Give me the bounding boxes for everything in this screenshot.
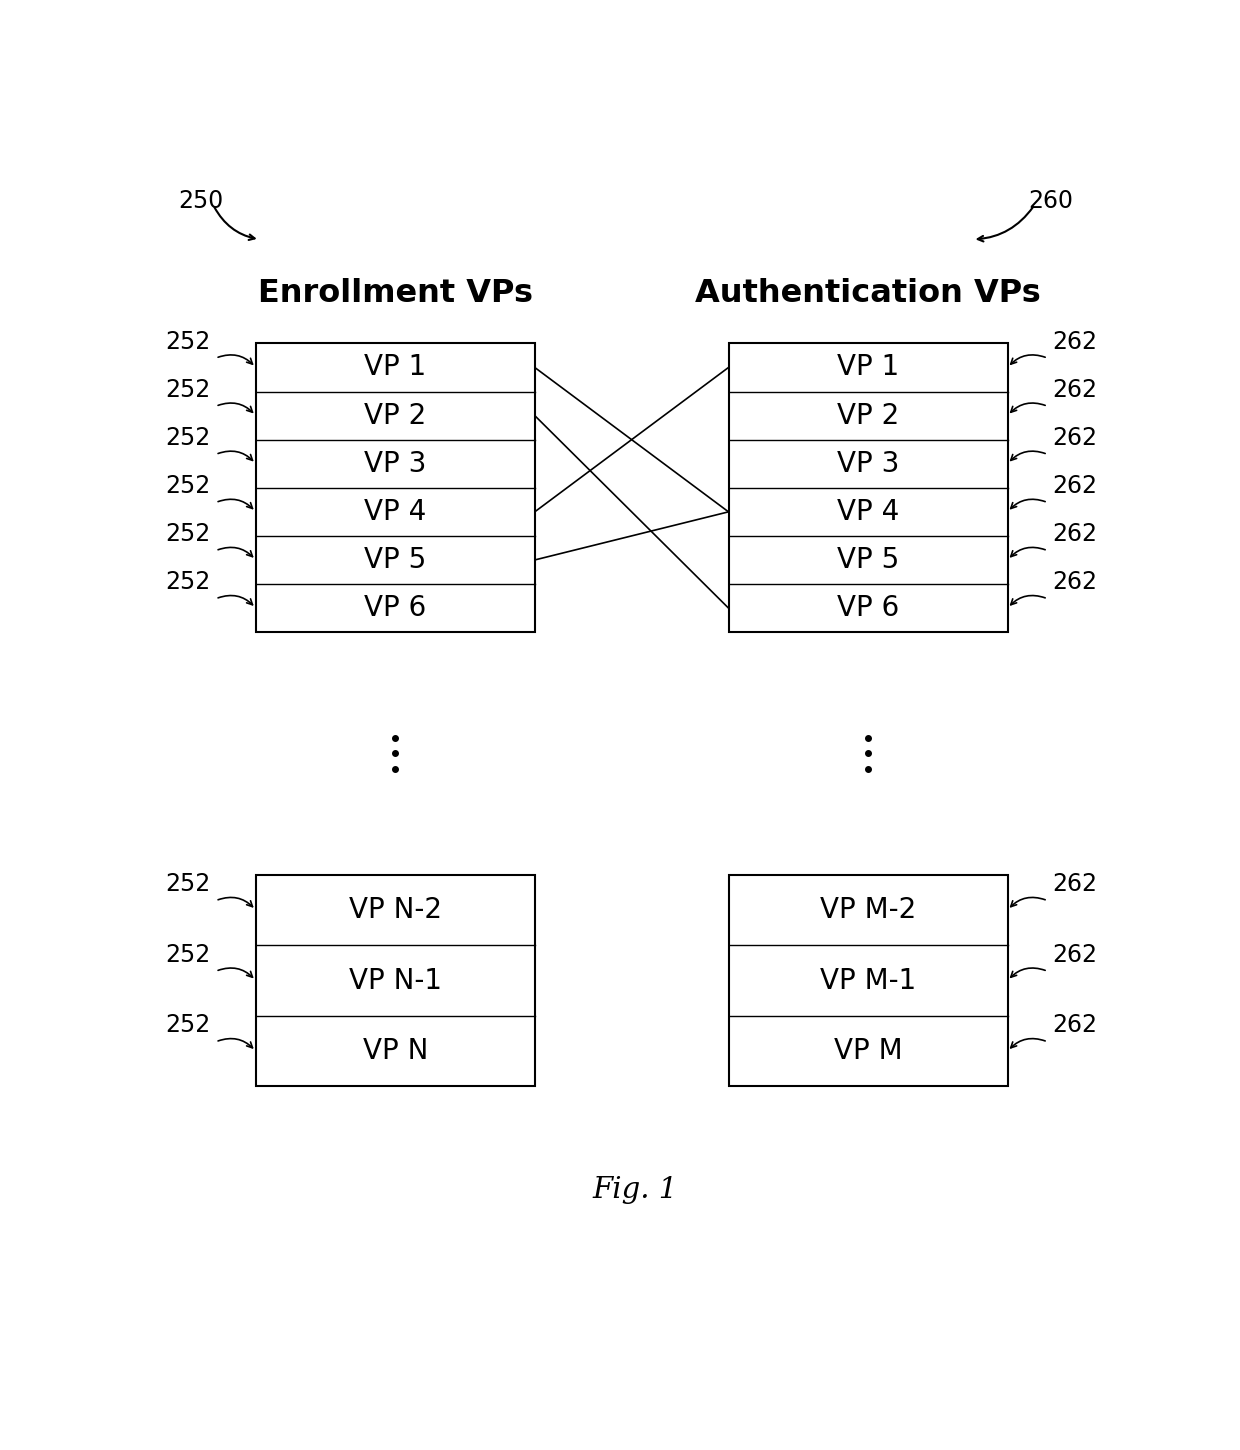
Text: VP 2: VP 2 [365,402,427,429]
Text: 262: 262 [1053,942,1097,967]
Text: VP 2: VP 2 [837,402,899,429]
Text: VP 1: VP 1 [365,354,427,381]
Text: VP 4: VP 4 [837,497,899,526]
Text: 252: 252 [166,474,211,497]
Text: 252: 252 [166,871,211,896]
Text: 262: 262 [1053,1014,1097,1037]
Text: VP 6: VP 6 [365,594,427,622]
Text: 262: 262 [1053,522,1097,547]
Text: 252: 252 [166,942,211,967]
Text: VP N-2: VP N-2 [348,896,441,924]
Text: VP M-1: VP M-1 [820,967,916,995]
Bar [729,344,1007,632]
Text: 262: 262 [1053,426,1097,450]
Bar [255,344,534,632]
Text: VP 5: VP 5 [837,547,899,574]
Text: 262: 262 [1053,871,1097,896]
Text: VP 4: VP 4 [365,497,427,526]
Bar [255,874,534,1086]
Text: VP M-2: VP M-2 [820,896,916,924]
Text: 252: 252 [166,1014,211,1037]
Text: VP N: VP N [362,1037,428,1066]
Text: 252: 252 [166,378,211,402]
Text: 262: 262 [1053,570,1097,594]
Text: 262: 262 [1053,474,1097,497]
Text: Authentication VPs: Authentication VPs [696,278,1040,309]
Text: 252: 252 [166,426,211,450]
Text: 262: 262 [1053,378,1097,402]
Text: Fig. 1: Fig. 1 [593,1176,678,1205]
Text: 252: 252 [166,570,211,594]
Text: VP M: VP M [833,1037,903,1066]
Text: 250: 250 [179,188,223,213]
Text: 252: 252 [166,329,211,354]
Text: 262: 262 [1053,329,1097,354]
Text: 252: 252 [166,522,211,547]
Text: VP 5: VP 5 [365,547,427,574]
Text: VP 3: VP 3 [837,450,899,477]
Text: Enrollment VPs: Enrollment VPs [258,278,533,309]
Text: VP 6: VP 6 [837,594,899,622]
Text: VP 3: VP 3 [365,450,427,477]
Text: VP N-1: VP N-1 [348,967,441,995]
Text: 260: 260 [1028,188,1074,213]
Bar [729,874,1007,1086]
Text: VP 1: VP 1 [837,354,899,381]
